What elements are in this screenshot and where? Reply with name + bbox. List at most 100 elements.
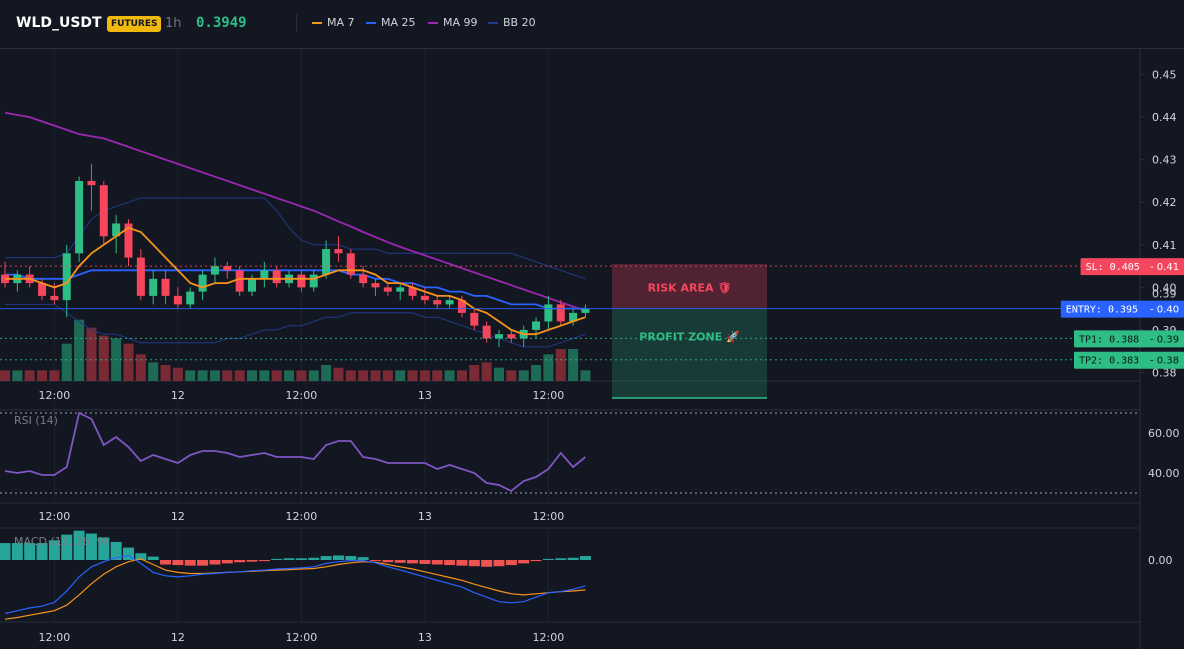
price-x-tick-label: 12:00: [286, 389, 318, 402]
candle-body: [173, 295, 182, 305]
volume-bar: [370, 370, 381, 381]
ma7-swatch-icon: [312, 21, 322, 24]
macd-histogram-bar: [542, 558, 554, 560]
ma7-line: [5, 226, 586, 336]
macd-histogram-bar: [431, 560, 443, 565]
volume-bar: [160, 365, 171, 381]
macd-histogram-bar: [172, 560, 184, 566]
macd-histogram-bar: [110, 541, 122, 560]
macd-y-tick-label: 0.00: [1148, 554, 1173, 567]
candle-body: [38, 283, 47, 296]
volume-bar: [506, 370, 517, 381]
macd-line: [4, 554, 586, 615]
candle-body: [50, 295, 59, 301]
candle-body: [136, 257, 145, 296]
volume-bar: [135, 354, 146, 381]
macd-histogram-bar: [61, 534, 73, 560]
volume-bar: [580, 370, 591, 381]
volume-bar: [358, 370, 369, 381]
level-tag-label: TP2: 0.383: [1079, 356, 1139, 367]
timeframe-label[interactable]: 1h: [165, 16, 182, 31]
macd-x-tick-label: 12:00: [533, 631, 565, 644]
price-y-tick-label: 0.42: [1152, 196, 1177, 209]
candle-body: [396, 287, 405, 292]
volume-bar: [86, 327, 97, 381]
macd-histogram-bar: [0, 543, 11, 560]
legend-ma7[interactable]: MA 7: [312, 16, 355, 29]
macd-histogram-bar: [73, 530, 85, 560]
macd-histogram-bar: [468, 560, 480, 567]
volume-bar: [518, 370, 529, 381]
candle-body: [544, 304, 553, 322]
macd-histogram-bar: [444, 560, 456, 566]
volume-bar: [543, 354, 554, 381]
candle-body: [210, 266, 219, 275]
candle-body: [371, 283, 380, 288]
rsi-x-tick-label: 12:00: [286, 510, 318, 523]
volume-bar: [284, 370, 295, 381]
macd-histogram-bar: [160, 560, 172, 565]
ma25-swatch-icon: [366, 21, 376, 24]
volume-bar: [172, 367, 183, 381]
candle-body: [495, 334, 503, 339]
volume-bar: [345, 370, 356, 381]
volume-bar: [481, 362, 492, 381]
volume-bar: [234, 370, 245, 381]
macd-histogram-bar: [555, 558, 567, 560]
volume-bar: [456, 370, 467, 381]
macd-histogram-bar: [567, 557, 579, 560]
macd-histogram-bar: [456, 560, 468, 566]
candle-body: [223, 266, 232, 271]
candle-body: [297, 274, 306, 288]
price-y-tick-label: 0.43: [1152, 154, 1177, 167]
price-x-tick-label: 12:00: [39, 389, 71, 402]
ma99-swatch-icon: [428, 21, 438, 24]
candle-body: [99, 185, 108, 237]
volume-bar: [407, 370, 418, 381]
rsi-x-tick-label: 12: [171, 510, 185, 523]
legend-bb20-label: BB 20: [503, 16, 536, 29]
volume-bar: [74, 319, 85, 381]
legend-ma25[interactable]: MA 25: [366, 16, 416, 29]
price-x-tick-label: 13: [418, 389, 432, 402]
symbol-title[interactable]: WLD_USDT: [16, 15, 102, 31]
candle-body: [87, 180, 96, 186]
price-y-tick-label: 0.40: [1152, 281, 1177, 294]
macd-histogram-bar: [320, 556, 332, 560]
macd-histogram-bar: [332, 555, 344, 560]
candle-body: [186, 291, 195, 305]
rsi-x-tick-label: 12:00: [533, 510, 565, 523]
volume-bar: [247, 370, 257, 381]
header-divider: [296, 14, 297, 32]
volume-bar: [469, 365, 480, 381]
macd-histogram-bar: [147, 556, 159, 560]
last-price: 0.3949: [196, 15, 247, 31]
candle-body: [457, 300, 466, 313]
legend-ma7-label: MA 7: [327, 16, 355, 29]
macd-title: MACD (12, 26, 9): [14, 535, 108, 548]
price-y-tick-label: 0.41: [1152, 239, 1177, 252]
candle-body: [408, 287, 417, 296]
level-tag-bg: [1060, 300, 1184, 318]
risk-area-label: RISK AREA 🛡: [648, 281, 732, 294]
legend-ma25-label: MA 25: [381, 16, 416, 29]
macd-histogram-bar: [407, 560, 419, 564]
macd-histogram-bar: [295, 558, 307, 560]
volume-bar: [568, 349, 579, 381]
legend-ma99[interactable]: MA 99: [428, 16, 478, 29]
macd-histogram-bar: [271, 558, 283, 560]
volume-bar: [37, 370, 48, 381]
price-x-tick-label: 12: [171, 389, 185, 402]
macd-histogram-bar: [98, 537, 110, 560]
macd-histogram-bar: [382, 560, 394, 563]
volume-bar: [24, 370, 35, 381]
macd-histogram-bar: [11, 543, 23, 560]
macd-histogram-bar: [209, 560, 221, 565]
ma25-line: [5, 269, 586, 310]
macd-histogram-bar: [419, 560, 431, 564]
rsi-x-tick-label: 12:00: [39, 510, 71, 523]
candle-body: [309, 274, 318, 288]
level-tag-value: - 0.41: [1150, 262, 1179, 273]
legend-bb20[interactable]: BB 20: [488, 16, 536, 29]
